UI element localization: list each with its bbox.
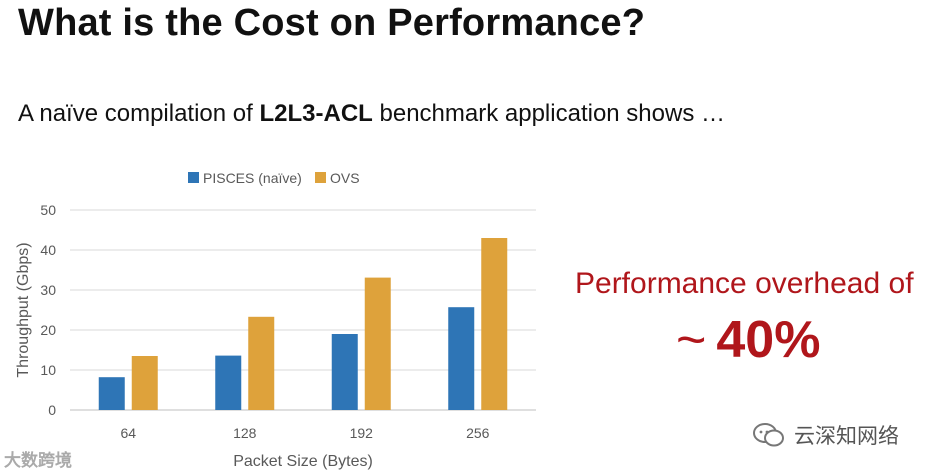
watermark-left: 大数跨境 xyxy=(4,451,72,470)
slide-subtitle: A naïve compilation of L2L3-ACL benchmar… xyxy=(18,100,725,128)
x-axis-label: Packet Size (Bytes) xyxy=(233,453,373,470)
y-tick-label: 10 xyxy=(40,362,56,378)
legend-label: OVS xyxy=(330,170,360,186)
y-tick-label: 20 xyxy=(40,322,56,338)
legend-swatch xyxy=(188,172,199,183)
legend-swatch xyxy=(315,172,326,183)
legend-label: PISCES (naïve) xyxy=(203,170,302,186)
y-tick-label: 40 xyxy=(40,242,56,258)
approx-symbol: ~ xyxy=(676,311,707,369)
overhead-callout-value: ~40% xyxy=(676,310,820,370)
x-tick-label: 64 xyxy=(120,425,136,441)
bar-pisces xyxy=(98,377,125,410)
bar-pisces xyxy=(215,355,242,410)
subtitle-post: benchmark application shows … xyxy=(372,100,725,127)
overhead-percent: 40% xyxy=(716,311,821,369)
y-tick-label: 50 xyxy=(40,202,56,218)
slide-title: What is the Cost on Performance? xyxy=(18,2,646,44)
bar-pisces xyxy=(448,307,475,410)
x-tick-label: 192 xyxy=(350,425,374,441)
bar-ovs xyxy=(364,277,391,410)
overhead-callout-label: Performance overhead of xyxy=(575,267,914,300)
bar-ovs xyxy=(131,356,158,410)
y-tick-label: 30 xyxy=(40,282,56,298)
bar-ovs xyxy=(481,238,508,410)
x-tick-label: 256 xyxy=(466,425,490,441)
bar-pisces xyxy=(331,334,358,410)
watermark-right-text: 云深知网络 xyxy=(794,425,899,448)
x-tick-label: 128 xyxy=(233,425,257,441)
subtitle-benchmark-name: L2L3-ACL xyxy=(259,100,373,127)
y-axis-label: Throughput (Gbps) xyxy=(15,242,32,377)
bar-ovs xyxy=(248,316,275,410)
chat-bubbles-icon xyxy=(753,423,784,447)
y-tick-label: 0 xyxy=(48,402,56,418)
watermark-right: 云深知网络 xyxy=(752,420,899,450)
subtitle-pre: A naïve compilation of xyxy=(18,100,260,127)
